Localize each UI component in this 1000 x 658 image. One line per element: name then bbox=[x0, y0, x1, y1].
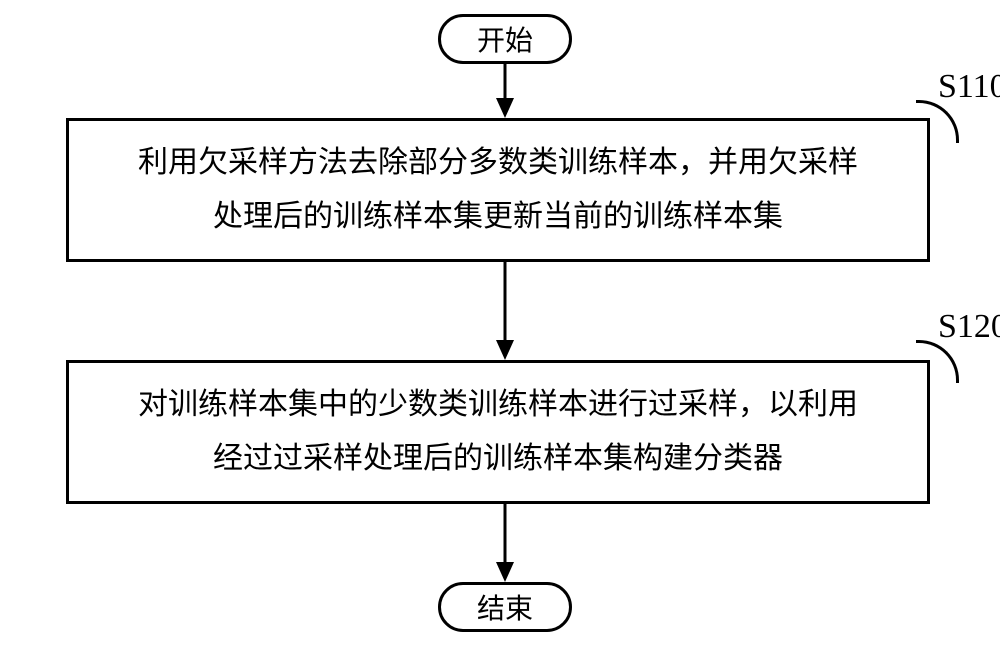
leader-s120 bbox=[916, 340, 959, 383]
flowchart-canvas: 开始 利用欠采样方法去除部分多数类训练样本，并用欠采样 处理后的训练样本集更新当… bbox=[0, 0, 1000, 658]
start-label: 开始 bbox=[477, 19, 533, 59]
edge-start-s110 bbox=[494, 64, 516, 118]
end-label: 结束 bbox=[477, 587, 533, 627]
process-s120-line1: 对训练样本集中的少数类训练样本进行过采样，以利用 bbox=[138, 388, 858, 421]
process-s110: 利用欠采样方法去除部分多数类训练样本，并用欠采样 处理后的训练样本集更新当前的训… bbox=[66, 118, 930, 262]
step-label-s120: S120 bbox=[938, 308, 1000, 346]
process-s120-line2: 经过过采样处理后的训练样本集构建分类器 bbox=[213, 442, 783, 475]
process-s110-line1: 利用欠采样方法去除部分多数类训练样本，并用欠采样 bbox=[138, 146, 858, 179]
process-s110-text: 利用欠采样方法去除部分多数类训练样本，并用欠采样 处理后的训练样本集更新当前的训… bbox=[138, 136, 858, 244]
step-label-s110: S110 bbox=[938, 68, 1000, 106]
start-node: 开始 bbox=[438, 14, 572, 64]
process-s120: 对训练样本集中的少数类训练样本进行过采样，以利用 经过过采样处理后的训练样本集构… bbox=[66, 360, 930, 504]
leader-s110 bbox=[916, 100, 959, 143]
end-node: 结束 bbox=[438, 582, 572, 632]
edge-s110-s120 bbox=[494, 262, 516, 360]
process-s110-line2: 处理后的训练样本集更新当前的训练样本集 bbox=[213, 200, 783, 233]
edge-s120-end bbox=[494, 504, 516, 582]
process-s120-text: 对训练样本集中的少数类训练样本进行过采样，以利用 经过过采样处理后的训练样本集构… bbox=[138, 378, 858, 486]
